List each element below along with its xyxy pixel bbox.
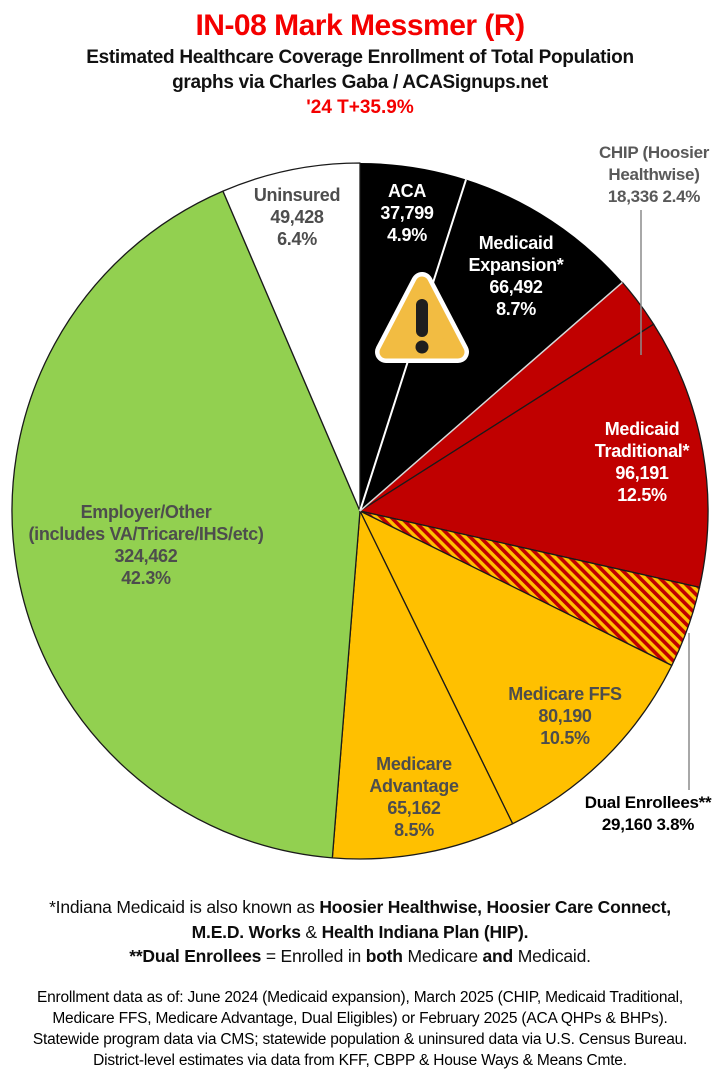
- slice-label-dual-enrollees: Dual Enrollees** 29,160 3.8%: [585, 793, 712, 834]
- page-title: IN-08 Mark Messmer (R): [195, 9, 525, 42]
- source-note-line: District-level estimates via data from K…: [93, 1052, 627, 1069]
- source-note-line: Medicare FFS, Medicare Advantage, Dual E…: [52, 1010, 668, 1027]
- pie-slices: [11, 162, 709, 860]
- trend-label: '24 T+35.9%: [306, 97, 414, 118]
- subtitle-line-1: Estimated Healthcare Coverage Enrollment…: [86, 47, 634, 68]
- warning-exclamation-bar: [416, 299, 428, 337]
- pie-slice-medicaid-expansion: [360, 179, 623, 512]
- source-note-line: Statewide program data via CMS; statewid…: [32, 1031, 688, 1048]
- warning-icon: [375, 272, 469, 363]
- warning-exclamation-dot: [415, 340, 429, 354]
- pie-slice-medicaid-traditional: [359, 323, 709, 589]
- slice-label-medicare-advantage: Medicare Advantage 65,162 8.5%: [369, 754, 459, 840]
- slice-labels: ACA 37,799 4.9% Medicaid Expansion* 66,492 8.7…: [28, 143, 712, 840]
- slice-label-medicare-ffs: Medicare FFS 80,190 10.5%: [508, 684, 622, 748]
- footnote-line: *Indiana Medicaid is also known as Hoosi…: [49, 897, 671, 917]
- footnote-line: M.E.D. Works & Health Indiana Plan (HIP)…: [191, 921, 529, 942]
- pie-slice-medicare-advantage: [331, 510, 514, 860]
- footnote-line: **Dual Enrollees = Enrolled in both Medi…: [129, 946, 591, 966]
- slice-label-aca: ACA 37,799 4.9%: [380, 181, 434, 245]
- data-source-notes: Enrollment data as of: June 2024 (Medica…: [0, 987, 720, 1070]
- slice-label-employer-other: Employer/Other (includes VA/Tricare/IHS/e…: [28, 502, 263, 588]
- source-note-line: Enrollment data as of: June 2024 (Medica…: [36, 989, 684, 1006]
- slice-label-medicaid-expansion: Medicaid Expansion* 66,492 8.7%: [468, 233, 563, 319]
- slice-label-chip: CHIP (Hoosier Healthwise) 18,336 2.4%: [599, 143, 710, 206]
- pie-slice-medicare-ffs: [359, 510, 673, 825]
- subtitle-line-2: graphs via Charles Gaba / ACASignups.net: [172, 72, 548, 93]
- medicaid-footnotes: *Indiana Medicaid is also known as Hoosi…: [0, 895, 720, 969]
- pie-slice-employer-other: [11, 190, 361, 859]
- slice-label-uninsured: Uninsured 49,428 6.4%: [254, 185, 340, 249]
- divider-after-medicaid-expansion: [359, 281, 623, 512]
- pie-slice-uninsured: [222, 162, 361, 512]
- slice-label-medicaid-traditional: Medicaid Traditional* 96,191 12.5%: [595, 419, 690, 505]
